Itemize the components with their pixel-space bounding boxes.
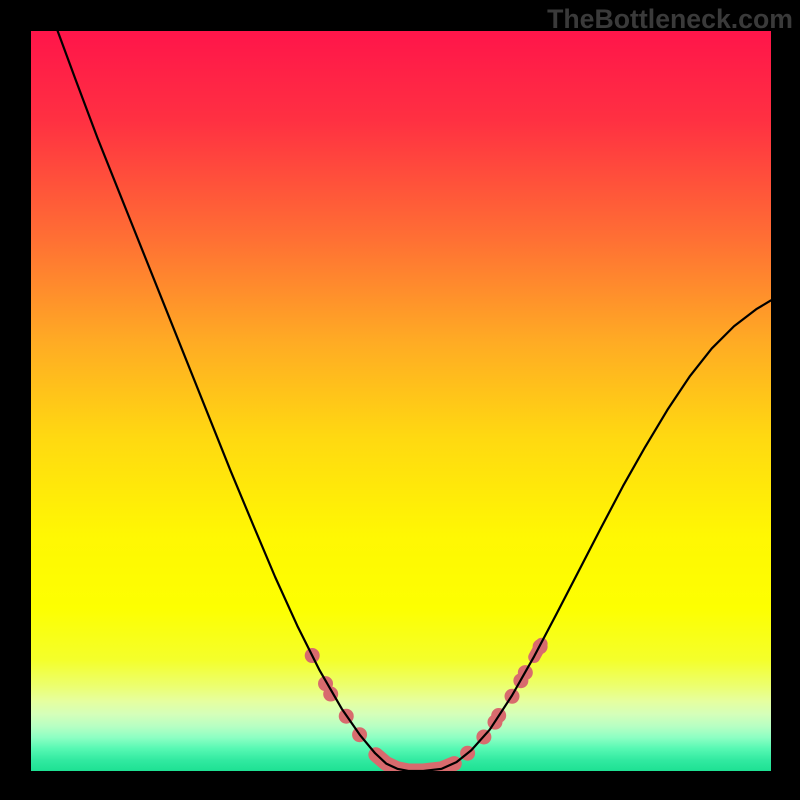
chart-background <box>31 31 771 771</box>
watermark-text: TheBottleneck.com <box>547 4 793 35</box>
bottleneck-chart <box>31 31 771 771</box>
